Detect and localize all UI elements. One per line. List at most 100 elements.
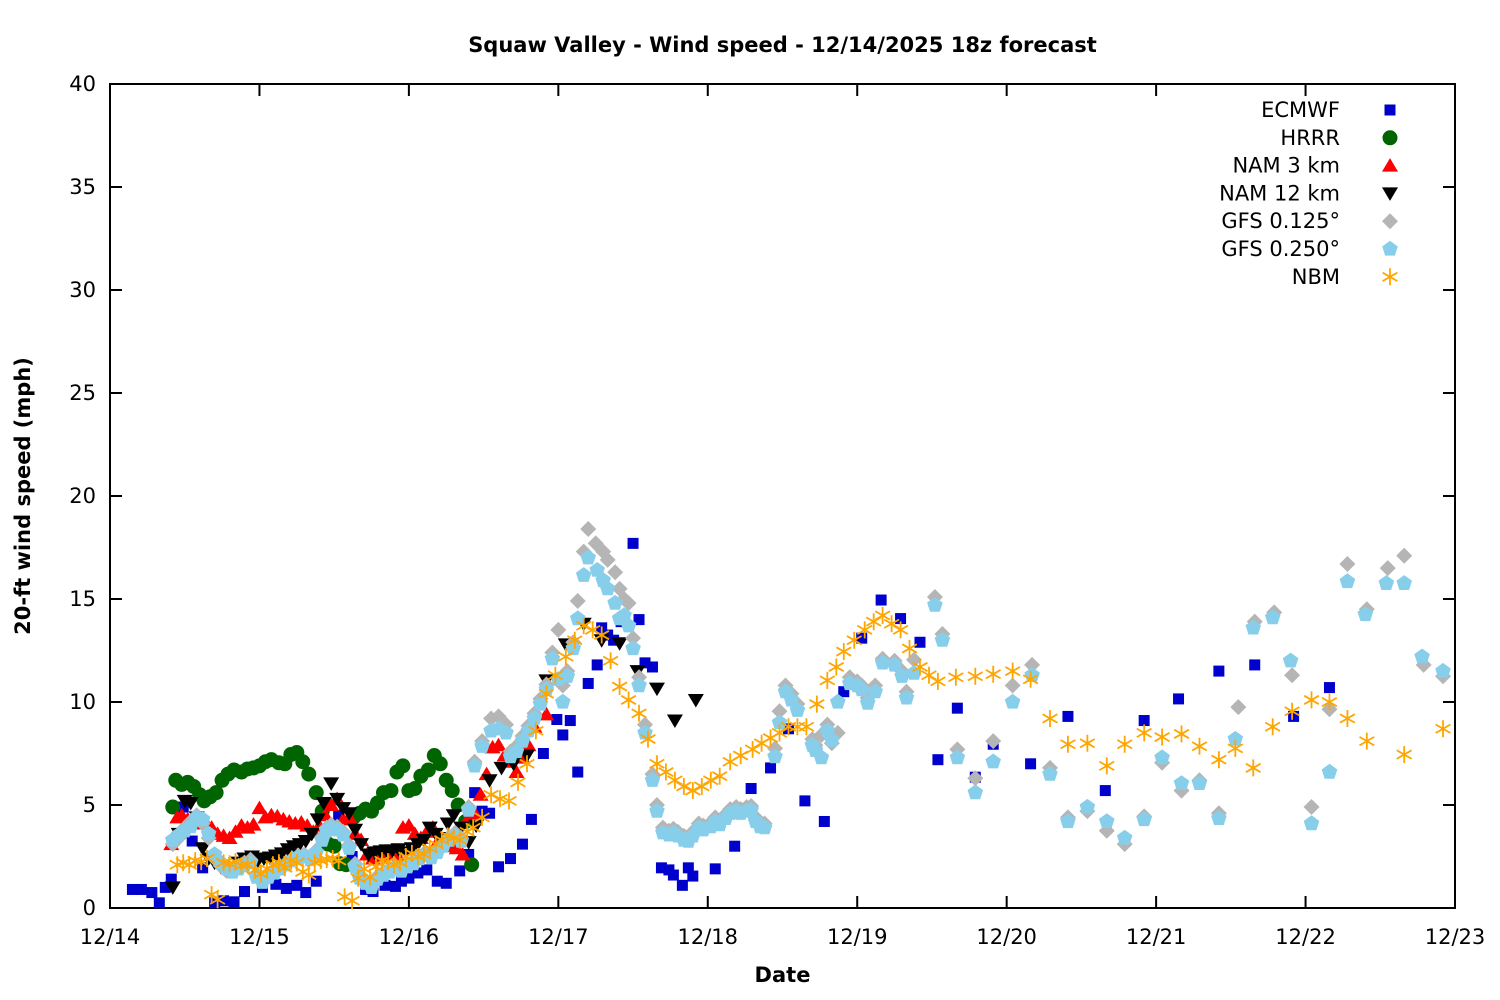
asterisk-marker	[199, 850, 215, 868]
asterisk-marker	[649, 755, 665, 773]
pentagon-marker	[1099, 813, 1115, 829]
asterisk-marker	[547, 666, 564, 684]
square-marker	[627, 537, 639, 549]
y-tick-label: 5	[83, 793, 96, 817]
triangle-up-marker	[245, 817, 262, 831]
y-tick-label: 25	[69, 381, 96, 405]
asterisk-marker	[300, 866, 317, 884]
square-marker	[165, 873, 177, 885]
square-marker	[126, 883, 138, 895]
pentagon-marker	[927, 597, 943, 612]
triangle-down-marker	[309, 813, 326, 827]
asterisk-marker	[1042, 709, 1058, 728]
square-marker	[582, 677, 594, 689]
square-marker	[379, 879, 391, 891]
circle-marker	[308, 785, 324, 801]
pentagon-marker	[649, 803, 665, 818]
triangle-down-marker	[353, 838, 370, 852]
pentagon-marker	[824, 731, 840, 747]
legend-label: NBM	[1292, 265, 1340, 289]
square-marker	[228, 896, 240, 908]
asterisk-marker	[368, 858, 384, 876]
pentagon-marker	[559, 668, 576, 683]
square-marker	[333, 809, 345, 821]
asterisk-marker	[288, 854, 305, 872]
square-marker	[493, 861, 505, 873]
diamond-marker	[967, 770, 984, 787]
asterisk-marker	[711, 767, 728, 785]
pentagon-marker	[555, 693, 571, 709]
diamond-marker	[1230, 699, 1247, 716]
pentagon-marker	[341, 840, 357, 855]
circle-marker	[407, 781, 423, 797]
square-marker	[729, 840, 741, 852]
pentagon-marker	[575, 567, 592, 582]
square-marker	[395, 875, 407, 887]
pentagon-marker	[1060, 813, 1076, 829]
pentagon-marker	[859, 694, 876, 710]
pentagon-marker	[867, 683, 883, 699]
asterisk-marker	[1396, 745, 1413, 764]
x-tick-label: 12/23	[1425, 925, 1486, 949]
y-tick-label: 35	[69, 175, 96, 199]
asterisk-marker	[948, 668, 964, 686]
asterisk-marker	[557, 648, 574, 666]
asterisk-marker	[640, 730, 656, 748]
asterisk-marker	[528, 722, 544, 740]
square-marker	[135, 883, 147, 895]
x-tick-label: 12/14	[80, 925, 141, 949]
asterisk-marker	[445, 829, 462, 847]
diamond-marker	[1339, 555, 1356, 572]
triangle-down-marker	[493, 761, 510, 776]
pentagon-marker	[1079, 798, 1096, 814]
asterisk-marker	[676, 777, 692, 796]
square-marker	[412, 867, 424, 879]
asterisk-marker	[593, 626, 610, 644]
asterisk-marker	[1154, 728, 1170, 746]
legend-label: GFS 0.125°	[1221, 209, 1340, 233]
square-marker	[765, 762, 777, 774]
pentagon-marker	[607, 594, 623, 610]
asterisk-marker	[1004, 662, 1021, 680]
legend-label: HRRR	[1280, 126, 1340, 150]
asterisk-marker	[350, 869, 366, 887]
asterisk-marker	[631, 704, 647, 722]
diamond-marker	[985, 733, 1002, 750]
asterisk-marker	[169, 856, 186, 874]
square-marker	[591, 659, 603, 671]
square-marker	[709, 863, 721, 875]
asterisk-marker	[985, 665, 1002, 683]
asterisk-marker	[1382, 268, 1398, 286]
pentagon-marker	[347, 858, 363, 874]
circle-marker	[208, 785, 224, 801]
asterisk-marker	[538, 685, 555, 703]
asterisk-marker	[1079, 734, 1096, 752]
y-tick-label: 10	[69, 690, 96, 714]
pentagon-marker	[853, 681, 870, 697]
asterisk-marker	[930, 672, 946, 690]
circle-marker	[326, 838, 342, 854]
circle-marker	[420, 762, 436, 778]
asterisk-marker	[798, 718, 815, 736]
pentagon-marker	[1042, 765, 1058, 781]
pentagon-marker	[783, 691, 800, 707]
square-marker	[197, 862, 209, 874]
asterisk-marker	[1284, 702, 1300, 720]
square-marker	[572, 766, 584, 778]
pentagon-marker	[1116, 829, 1133, 845]
circle-marker	[301, 766, 317, 782]
asterisk-marker	[1022, 670, 1039, 688]
pentagon-marker	[526, 710, 543, 726]
pentagon-marker	[1136, 811, 1152, 827]
pentagon-marker	[1227, 730, 1244, 746]
square-marker	[1062, 710, 1074, 722]
diamond-marker	[599, 551, 616, 568]
triangle-down-marker	[439, 817, 456, 832]
square-marker	[856, 632, 868, 644]
y-tick-label: 40	[69, 72, 96, 96]
diamond-marker	[1303, 799, 1320, 816]
square-marker	[300, 887, 312, 899]
diamond-marker	[1024, 656, 1041, 673]
